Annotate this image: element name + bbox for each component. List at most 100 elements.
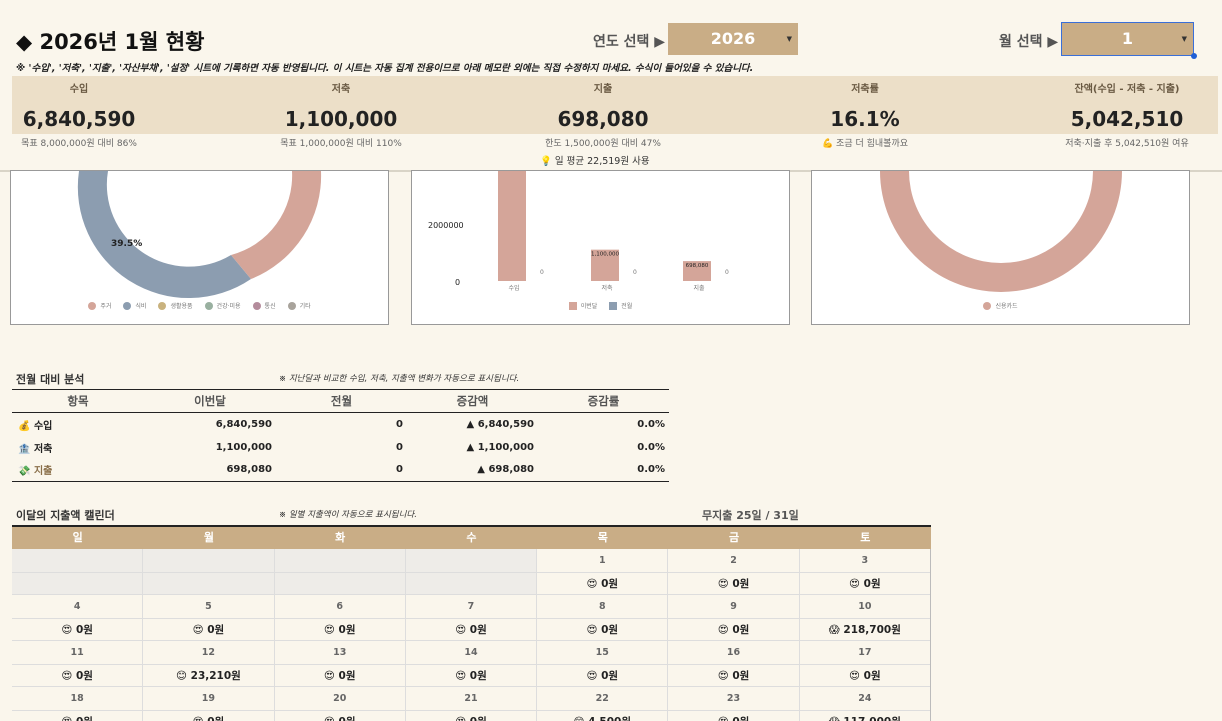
- kpi-savings: 저축 1,100,000 목표 1,000,000원 대비 110%: [251, 80, 431, 149]
- legend-item: 생활용품: [158, 301, 193, 310]
- table-row[interactable]: 💸 지출 698,080 0 ▲ 698,080 0.0%: [12, 458, 669, 482]
- rate-cell: 0.0%: [538, 458, 669, 482]
- chevron-down-icon[interactable]: ▼: [1181, 35, 1187, 43]
- calendar-day-cell[interactable]: 4 😍 0원: [12, 595, 144, 641]
- item-cell: 💰 수입: [12, 413, 144, 436]
- current-cell: 1,100,000: [215, 441, 272, 453]
- legend-label: 이번달: [580, 303, 598, 310]
- calendar-day-number: [143, 549, 274, 572]
- calendar-day-number: 12: [143, 641, 274, 664]
- calendar-day-amount: 😱 218,700원: [799, 618, 930, 641]
- calendar-day-cell[interactable]: 15 😍 0원: [537, 641, 669, 687]
- calendar-empty-cell: [274, 549, 406, 595]
- calendar-empty-cell: [405, 549, 538, 595]
- calendar-day-number: 10: [799, 595, 930, 618]
- calendar-day-cell[interactable]: 11 😍 0원: [12, 641, 144, 687]
- payment-donut-svg: [880, 171, 1122, 292]
- legend-item: 신용카드: [983, 301, 1018, 310]
- table-row[interactable]: 🏦 저축 1,100,000 0 ▲ 1,100,000 0.0%: [12, 436, 669, 459]
- legend-item: 주거: [88, 301, 111, 310]
- calendar-day-amount: 😊 4,500원: [537, 710, 668, 721]
- kpi-sub: 한도 1,500,000원 대비 47%: [545, 139, 661, 149]
- calendar-day-cell[interactable]: 24😱 117,000원: [799, 687, 931, 721]
- calendar-day-number: 2: [668, 549, 799, 572]
- prev-cell: 0: [396, 418, 403, 430]
- calendar-day-amount: 😍 0원: [143, 710, 274, 721]
- calendar-day-number: 20: [274, 687, 405, 710]
- table-row[interactable]: 💰 수입 6,840,590 0 ▲ 6,840,590 0.0%: [12, 413, 669, 436]
- calendar-day-cell[interactable]: 8 😍 0원: [537, 595, 669, 641]
- calendar-day-number: 24: [799, 687, 930, 710]
- weekday-header: 목: [597, 531, 608, 544]
- diff-cell: ▲ 1,100,000: [466, 441, 534, 453]
- legend-label: 통신: [264, 303, 276, 310]
- kpi-sub: 목표 1,000,000원 대비 110%: [280, 139, 402, 149]
- calendar-day-number: 13: [274, 641, 405, 664]
- table-header-row: 항목 이번달 전월 증감액 증감률: [12, 389, 669, 413]
- legend-label: 생활용품: [170, 303, 193, 310]
- selection-handle[interactable]: [1191, 53, 1197, 59]
- comparison-note: ※ 지난달과 비교한 수입, 저축, 지출액 변화가 자동으로 표시됩니다.: [279, 374, 520, 384]
- payment-donut-chart[interactable]: 신용카드: [811, 170, 1190, 325]
- item-label: 저축: [33, 443, 53, 455]
- calendar-day-cell[interactable]: 10 😱 218,700원: [799, 595, 931, 641]
- category-donut-chart[interactable]: 39.5% 주거 식비 생활용품 건강·미용 통신 기타: [10, 170, 389, 325]
- page-title: ◆ 2026년 1월 현황: [16, 30, 205, 54]
- calendar-day-amount: 😍 0원: [668, 664, 799, 687]
- current-cell: 698,080: [144, 458, 276, 482]
- comparison-title: 전월 대비 분석: [16, 373, 85, 386]
- payment-legend: 신용카드: [812, 301, 1189, 310]
- calendar-day-amount: [274, 572, 405, 595]
- kpi-label: 수입: [69, 84, 89, 95]
- calendar-day-amount: 😍 0원: [537, 572, 668, 595]
- calendar-day-cell[interactable]: 19😍 0원: [143, 687, 275, 721]
- calendar-day-cell[interactable]: 6 😍 0원: [274, 595, 406, 641]
- year-select[interactable]: 2026 ▼: [668, 23, 798, 55]
- year-select-value: 2026: [710, 29, 756, 48]
- calendar-day-amount: 😍 0원: [274, 710, 405, 721]
- calendar-day-number: 11: [12, 641, 143, 664]
- calendar-day-cell[interactable]: 14 😍 0원: [405, 641, 538, 687]
- calendar-day-amount: 😍 0원: [799, 572, 930, 595]
- calendar-day-cell[interactable]: 17 😍 0원: [799, 641, 931, 687]
- kpi-sub: 저축·지출 후 5,042,510원 여유: [1065, 139, 1189, 149]
- calendar-day-cell[interactable]: 1 😍 0원: [537, 549, 669, 595]
- header: ◆ 2026년 1월 현황 연도 선택 ▶ 2026 ▼ 월 선택 ▶ 1 ▼ …: [0, 0, 1222, 74]
- no-spend-count: 무지출 25일 / 31일: [702, 509, 799, 522]
- instruction-note: ※ '수입', '저축', '지출', '자산부채', '설정' 시트에 기록하…: [16, 63, 754, 74]
- donut-legend: 주거 식비 생활용품 건강·미용 통신 기타: [11, 301, 388, 310]
- calendar-day-cell[interactable]: 20😍 0원: [274, 687, 406, 721]
- calendar-day-cell[interactable]: 12 😊 23,210원: [143, 641, 275, 687]
- expense-calendar: 일 월 화 수 목 금 토 1 😍 0원 2 😍 0원 3 😍 0원 4 😍 0원 5 😍 0원 6…: [12, 525, 931, 721]
- money-bag-icon: 💰: [18, 420, 31, 432]
- col-header: 항목: [12, 389, 144, 413]
- legend-dot-icon: [287, 301, 296, 310]
- month-select[interactable]: 1 ▼: [1061, 22, 1194, 56]
- calendar-day-amount: 😍 0원: [405, 618, 537, 641]
- category-donut-svg: 39.5%: [77, 171, 322, 299]
- calendar-day-number: 23: [668, 687, 799, 710]
- item-label: 지출: [33, 466, 53, 478]
- kpi-savings-rate: 저축률 16.1% 💪 조금 더 힘내볼까요: [775, 80, 955, 149]
- legend-square-icon: [568, 301, 577, 310]
- legend-label: 주거: [100, 303, 112, 310]
- current-cell: 6,840,590: [215, 418, 272, 430]
- calendar-day-cell[interactable]: 7 😍 0원: [405, 595, 538, 641]
- calendar-day-cell[interactable]: 23😍 0원: [668, 687, 800, 721]
- calendar-day-cell[interactable]: 2 😍 0원: [668, 549, 800, 595]
- diff-cell: ▲ 6,840,590: [466, 418, 534, 430]
- comparison-bar-chart[interactable]: 2000000 0 0 수입 0 저축 0 지출 1,100,000 698,080 이번달 …: [411, 170, 790, 325]
- calendar-day-cell[interactable]: 9 😍 0원: [668, 595, 800, 641]
- calendar-day-cell[interactable]: 5 😍 0원: [143, 595, 275, 641]
- calendar-week-row: 11 😍 0원 12 😊 23,210원 13 😍 0원 14 😍 0원 15 😍 0원 16 😍 0…: [12, 641, 931, 687]
- chevron-down-icon[interactable]: ▼: [786, 35, 792, 43]
- calendar-day-cell[interactable]: 18😍 0원: [12, 687, 144, 721]
- x-tick-label: 지출: [693, 284, 705, 292]
- calendar-day-cell[interactable]: 22😊 4,500원: [537, 687, 669, 721]
- calendar-day-cell[interactable]: 3 😍 0원: [799, 549, 931, 595]
- calendar-day-cell[interactable]: 16 😍 0원: [668, 641, 800, 687]
- calendar-day-cell[interactable]: 21😍 0원: [405, 687, 538, 721]
- calendar-day-cell[interactable]: 13 😍 0원: [274, 641, 406, 687]
- calendar-day-number: 8: [537, 595, 668, 618]
- kpi-balance: 잔액(수입 - 저축 - 지출) 5,042,510 저축·지출 후 5,042…: [1037, 80, 1217, 149]
